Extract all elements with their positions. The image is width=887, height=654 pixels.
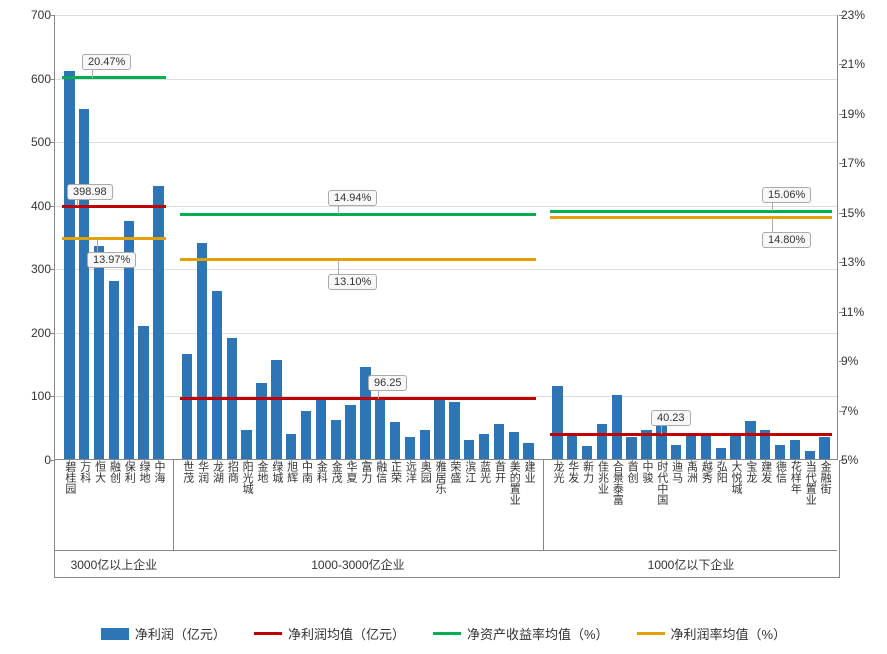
legend: 净利润（亿元） 净利润均值（亿元） 净资产收益率均值（%） 净利润率均值（%） (0, 624, 887, 643)
y-left-tick-label: 500 (31, 135, 51, 149)
bar (390, 422, 400, 459)
bar (552, 386, 562, 459)
ref-line-roe (550, 210, 832, 213)
plot-area: 01002003004005006007005%7%9%11%13%15%17%… (54, 15, 838, 460)
callout-margin: 13.10% (328, 274, 377, 290)
legend-label: 净资产收益率均值（%） (467, 624, 609, 643)
callout-margin: 13.97% (87, 252, 136, 268)
bar (494, 424, 504, 459)
ref-line-margin (550, 216, 832, 219)
bar (612, 395, 622, 459)
grid-line (55, 142, 837, 143)
bar (479, 434, 489, 459)
bar (597, 424, 607, 459)
bar (730, 435, 740, 459)
callout-margin: 14.80% (762, 232, 811, 248)
ref-line-margin (180, 258, 536, 261)
bar (745, 421, 755, 459)
bar (582, 446, 592, 459)
bar (790, 440, 800, 459)
grid-line (55, 333, 837, 334)
y-right-tick-label: 11% (841, 305, 864, 319)
y-left-tick-label: 300 (31, 262, 51, 276)
bar (464, 440, 474, 459)
bar (286, 434, 296, 459)
bar (434, 399, 444, 459)
legend-label: 净利润率均值（%） (671, 624, 787, 643)
grid-line (55, 206, 837, 207)
legend-item-margin: 净利润率均值（%） (637, 624, 787, 643)
y-right-tick-label: 23% (841, 8, 865, 22)
legend-label: 净利润均值（亿元） (288, 624, 405, 643)
x-axis-frame (54, 460, 840, 578)
chart-root: { "layout": { "width": 887, "height": 65… (0, 0, 887, 654)
bar (420, 430, 430, 459)
callout-roe: 14.94% (328, 190, 377, 206)
bar (182, 354, 192, 459)
legend-item-roe: 净资产收益率均值（%） (433, 624, 609, 643)
bar (138, 326, 148, 460)
y-left-tick-label: 700 (31, 8, 51, 22)
callout-avg_profit: 40.23 (651, 410, 691, 426)
legend-swatch (637, 632, 665, 635)
ref-line-margin (62, 237, 166, 240)
y-left-tick-label: 600 (31, 72, 51, 86)
bar (64, 71, 74, 459)
callout-avg_profit: 398.98 (67, 184, 113, 200)
grid-line (55, 79, 837, 80)
bar (701, 434, 711, 459)
bar (775, 445, 785, 459)
y-right-tick-label: 19% (841, 107, 865, 121)
bar (626, 437, 636, 459)
callout-avg_profit: 96.25 (368, 375, 408, 391)
y-left-tick-label: 100 (31, 389, 51, 403)
bar (301, 411, 311, 459)
bar (805, 451, 815, 459)
bar (153, 186, 163, 459)
bar (449, 402, 459, 459)
bar (256, 383, 266, 459)
grid-line (55, 15, 837, 16)
y-right-tick-label: 17% (841, 156, 865, 170)
bar (197, 243, 207, 459)
bar (671, 445, 681, 459)
bar (819, 437, 829, 459)
bar (241, 430, 251, 459)
y-right-tick-label: 13% (841, 255, 865, 269)
y-right-tick-label: 21% (841, 57, 865, 71)
bar (509, 432, 519, 459)
bar (523, 443, 533, 459)
bar (331, 420, 341, 459)
legend-label: 净利润（亿元） (135, 624, 226, 643)
ref-line-avg_profit (180, 397, 536, 400)
callout-roe: 15.06% (762, 187, 811, 203)
bar (375, 399, 385, 459)
callout-roe: 20.47% (82, 54, 131, 70)
bar (405, 437, 415, 459)
ref-line-roe (62, 76, 166, 79)
y-left-tick-label: 200 (31, 326, 51, 340)
bar (109, 281, 119, 459)
legend-swatch (254, 632, 282, 635)
legend-swatch (433, 632, 461, 635)
y-right-tick-label: 15% (841, 206, 865, 220)
legend-swatch (101, 628, 129, 640)
bar (686, 435, 696, 459)
bar (94, 246, 104, 459)
bar (716, 448, 726, 459)
bar (567, 434, 577, 459)
bar (271, 360, 281, 459)
bar (79, 109, 89, 459)
legend-item-bar: 净利润（亿元） (101, 624, 226, 643)
legend-item-avg_profit: 净利润均值（亿元） (254, 624, 405, 643)
bar (316, 397, 326, 459)
bar (212, 291, 222, 459)
ref-line-avg_profit (550, 433, 832, 436)
ref-line-roe (180, 213, 536, 216)
bar (345, 405, 355, 459)
y-left-tick-label: 400 (31, 199, 51, 213)
grid-line (55, 269, 837, 270)
